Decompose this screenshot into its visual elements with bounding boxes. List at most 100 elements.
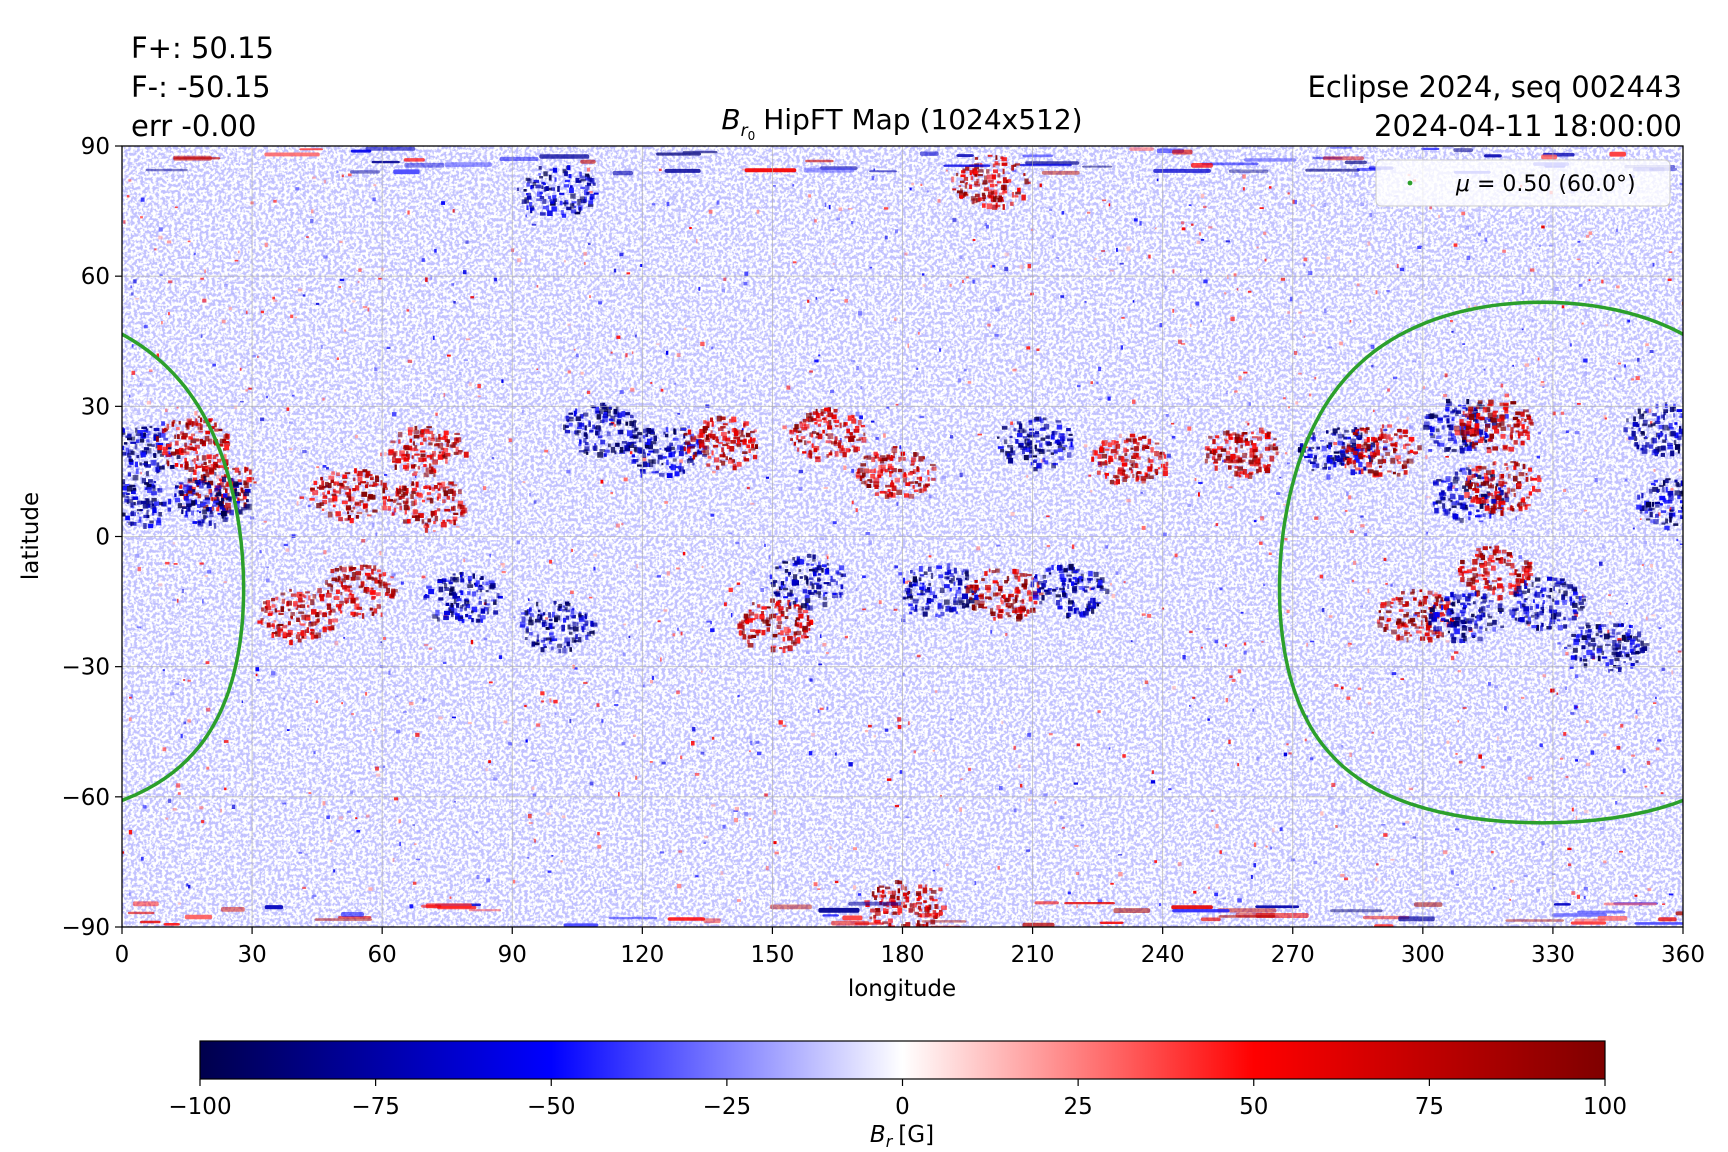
flux-element [904, 581, 909, 584]
flux-element [1326, 256, 1331, 260]
x-tick-label: 330 [1531, 942, 1575, 968]
flux-element [1540, 381, 1545, 383]
flux-element [425, 277, 428, 282]
flux-element [1655, 747, 1660, 751]
y-tick-label: 0 [95, 525, 110, 551]
flux-element [1371, 364, 1374, 368]
flux-element [1537, 357, 1540, 361]
flux-element [990, 265, 992, 268]
flux-element [140, 216, 143, 219]
flux-element [1515, 516, 1517, 521]
flux-element [1019, 264, 1023, 269]
flux-element [580, 371, 584, 375]
flux-element [1428, 449, 1433, 452]
flux-element [1076, 904, 1078, 908]
flux-element [1225, 390, 1228, 394]
flux-element [1200, 269, 1202, 273]
flux-element [1104, 465, 1108, 469]
flux-element [199, 562, 204, 565]
flux-element [949, 283, 952, 287]
flux-element [1188, 204, 1192, 206]
flux-element [1679, 182, 1683, 185]
flux-element [309, 289, 314, 292]
flux-element [1229, 675, 1233, 678]
flux-element [145, 690, 149, 695]
active-region [122, 477, 172, 529]
flux-element [656, 575, 661, 578]
flux-element [1613, 377, 1616, 380]
active-region [1297, 427, 1376, 480]
flux-element [407, 210, 410, 215]
flux-element [1010, 512, 1015, 516]
flux-element [375, 766, 379, 771]
flux-element [305, 853, 308, 856]
polar-streak [1421, 147, 1440, 150]
flux-element [742, 168, 746, 171]
flux-element [554, 712, 557, 716]
polar-streak [803, 167, 855, 173]
flux-element [358, 268, 362, 272]
flux-element [1207, 718, 1210, 721]
flux-element [576, 353, 579, 358]
flux-element [1542, 674, 1546, 678]
flux-element [1406, 416, 1409, 421]
flux-element [1608, 669, 1610, 673]
flux-element [140, 471, 142, 475]
colorbar-tick-label: −75 [351, 1094, 400, 1120]
flux-element [1154, 860, 1158, 863]
flux-element [1162, 532, 1167, 537]
flux-element [1172, 269, 1175, 274]
flux-element [373, 184, 377, 187]
flux-element [1320, 811, 1324, 816]
flux-element [1618, 362, 1621, 365]
polar-streak [1235, 912, 1276, 918]
flux-element [1619, 850, 1623, 853]
flux-element [206, 707, 211, 712]
flux-element [682, 551, 686, 556]
flux-element [228, 306, 232, 311]
polar-streak [943, 164, 991, 167]
flux-element [1552, 411, 1556, 416]
flux-element [808, 194, 811, 198]
flux-element [1344, 877, 1349, 881]
flux-element [1641, 564, 1644, 566]
flux-element [231, 804, 236, 809]
flux-element [366, 814, 370, 818]
flux-element [1194, 478, 1197, 481]
flux-element [596, 703, 600, 707]
active-region [1428, 591, 1505, 644]
legend: μ = 0.50 (60.0°) [1375, 159, 1671, 207]
flux-element [736, 582, 741, 585]
polar-streak [1244, 158, 1297, 162]
flux-element [1609, 611, 1612, 615]
flux-element [941, 475, 946, 479]
flux-element [1116, 247, 1118, 252]
flux-element [774, 208, 778, 211]
flux-element [407, 359, 413, 363]
flux-element [798, 486, 803, 491]
flux-element [1174, 553, 1178, 558]
flux-element [749, 750, 751, 752]
flux-element [139, 383, 142, 386]
flux-element [447, 354, 451, 357]
flux-element [131, 370, 136, 375]
polar-streak [1228, 169, 1269, 173]
flux-element [483, 637, 488, 641]
flux-element [1360, 605, 1363, 608]
polar-streak [1505, 919, 1564, 922]
flux-element [196, 720, 199, 724]
flux-element [347, 173, 352, 177]
flux-element [1339, 341, 1343, 346]
flux-element [232, 293, 235, 297]
flux-element [1258, 269, 1260, 271]
flux-element [558, 276, 560, 281]
flux-element [701, 565, 704, 568]
flux-element [906, 580, 911, 583]
flux-element [147, 426, 152, 428]
flux-element [231, 688, 234, 691]
flux-element [1048, 733, 1053, 736]
polar-streak [1322, 156, 1364, 161]
flux-element [858, 893, 862, 896]
flux-element [169, 692, 175, 696]
flux-element [1026, 346, 1031, 350]
